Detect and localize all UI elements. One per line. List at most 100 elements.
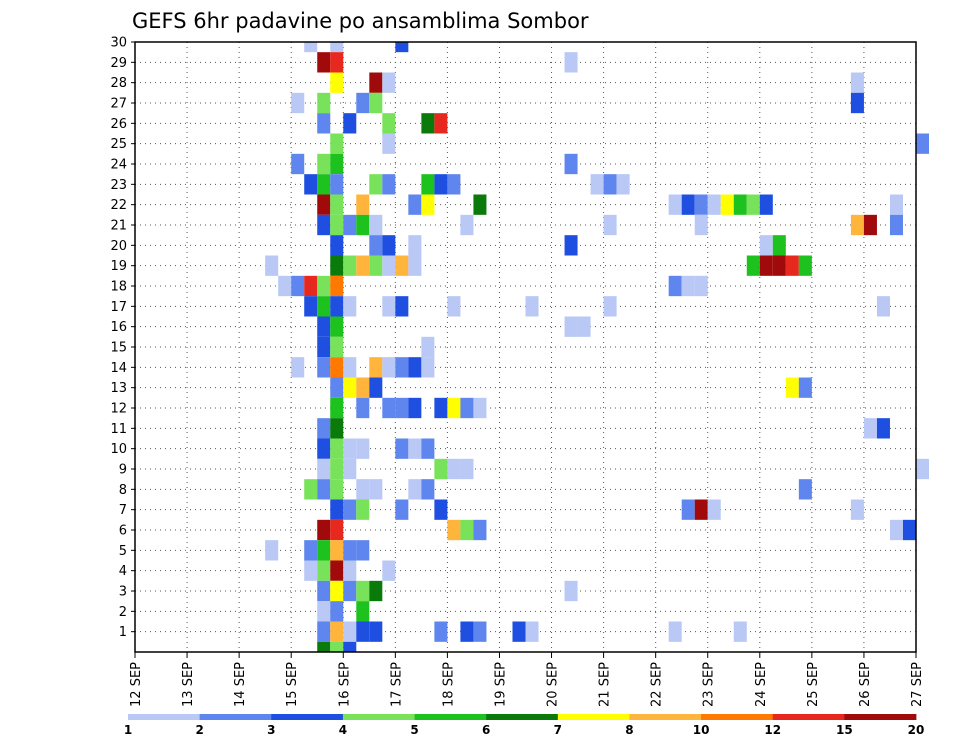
precip-cell (369, 621, 383, 642)
precip-cell (369, 580, 383, 602)
precip-cell (330, 72, 344, 93)
y-tick-label: 17 (110, 300, 127, 315)
colorbar-label: 5 (410, 723, 418, 737)
precip-cell (317, 194, 331, 215)
precip-cell (889, 194, 903, 215)
precip-cell (330, 153, 344, 175)
precip-cell (434, 458, 448, 480)
precip-cell (473, 397, 487, 419)
precip-cell (330, 499, 344, 520)
precip-cell (421, 357, 435, 378)
colorbar-label: 2 (195, 723, 203, 737)
x-tick-label: 22 SEP (650, 662, 665, 707)
precip-cell (343, 438, 357, 459)
x-tick-label: 19 SEP (493, 662, 508, 707)
precip-cell (382, 397, 396, 419)
precip-cell (304, 479, 318, 500)
precip-cell (356, 214, 370, 236)
precip-cell (330, 52, 344, 73)
colorbar-segment (271, 714, 344, 720)
colorbar-label: 4 (339, 723, 347, 737)
precip-cell (395, 438, 409, 459)
precip-cell (330, 357, 344, 378)
colorbar-label: 12 (764, 723, 781, 737)
colorbar-segment (414, 714, 487, 720)
y-tick-label: 15 (110, 341, 127, 356)
precip-cell (746, 255, 760, 276)
precip-cell (395, 357, 409, 378)
x-tick-label: 26 SEP (858, 662, 873, 707)
precip-cell (473, 519, 487, 541)
y-tick-label: 23 (110, 178, 127, 193)
precip-cell (369, 72, 383, 93)
precip-cell (421, 479, 435, 500)
precip-cell (382, 174, 396, 195)
y-tick-label: 24 (110, 158, 127, 173)
x-tick-label: 18 SEP (441, 662, 456, 707)
y-tick-label: 4 (119, 564, 127, 579)
y-tick-label: 9 (119, 463, 127, 478)
y-tick-label: 11 (110, 422, 127, 437)
precip-cell (291, 357, 305, 378)
precip-cell (330, 296, 344, 317)
precip-cell (369, 92, 383, 114)
y-tick-label: 13 (110, 381, 127, 396)
colorbar-segment (342, 714, 415, 720)
precip-cell (564, 316, 578, 337)
precip-cell (317, 174, 331, 195)
precip-cell (330, 540, 344, 561)
precip-cell (317, 92, 331, 114)
colorbar-label: 1 (124, 723, 132, 737)
x-tick-label: 14 SEP (233, 662, 248, 707)
precip-cell (304, 174, 318, 195)
y-tick-label: 7 (119, 503, 127, 518)
precip-cell (395, 397, 409, 419)
precip-cell (850, 499, 864, 520)
precip-cell (369, 235, 383, 256)
precip-cell (343, 560, 357, 581)
precip-cell (616, 174, 630, 195)
precip-cell (876, 296, 890, 317)
y-tick-label: 27 (110, 97, 127, 112)
y-tick-label: 10 (110, 442, 127, 457)
precip-cell (317, 479, 331, 500)
precip-cell (343, 580, 357, 602)
precip-cell (382, 560, 396, 581)
precip-cell (746, 194, 760, 215)
precip-cell (733, 621, 747, 642)
precip-cell (330, 377, 344, 398)
precip-cell (317, 540, 331, 561)
precip-cell (356, 92, 370, 114)
precip-cell (317, 296, 331, 317)
precip-cell (317, 458, 331, 480)
precip-cell (291, 275, 305, 297)
precip-cell (434, 499, 448, 520)
precip-cell (694, 499, 708, 520)
precip-cell (330, 580, 344, 602)
precip-cell (330, 194, 344, 215)
precip-cell (304, 296, 318, 317)
precip-cell (850, 72, 864, 93)
precip-cell (369, 214, 383, 236)
precip-cell (603, 214, 617, 236)
precip-cell (525, 296, 539, 317)
precip-cell (434, 397, 448, 419)
precip-cell (330, 418, 344, 439)
colorbar-segment (844, 714, 917, 720)
precip-cell (278, 275, 292, 297)
precip-cell (850, 214, 864, 236)
x-tick-label: 17 SEP (389, 662, 404, 707)
precip-cell (421, 194, 435, 215)
precip-cell (564, 580, 578, 602)
precip-cell (330, 316, 344, 337)
precip-cell (330, 42, 344, 53)
precip-cell (421, 113, 435, 134)
precip-cell (356, 397, 370, 419)
precip-cell (330, 641, 344, 652)
precip-cell (330, 255, 344, 276)
colorbar-segment (557, 714, 630, 720)
y-tick-label: 26 (110, 117, 127, 132)
y-tick-label: 1 (119, 625, 127, 640)
precip-cell (317, 601, 331, 622)
